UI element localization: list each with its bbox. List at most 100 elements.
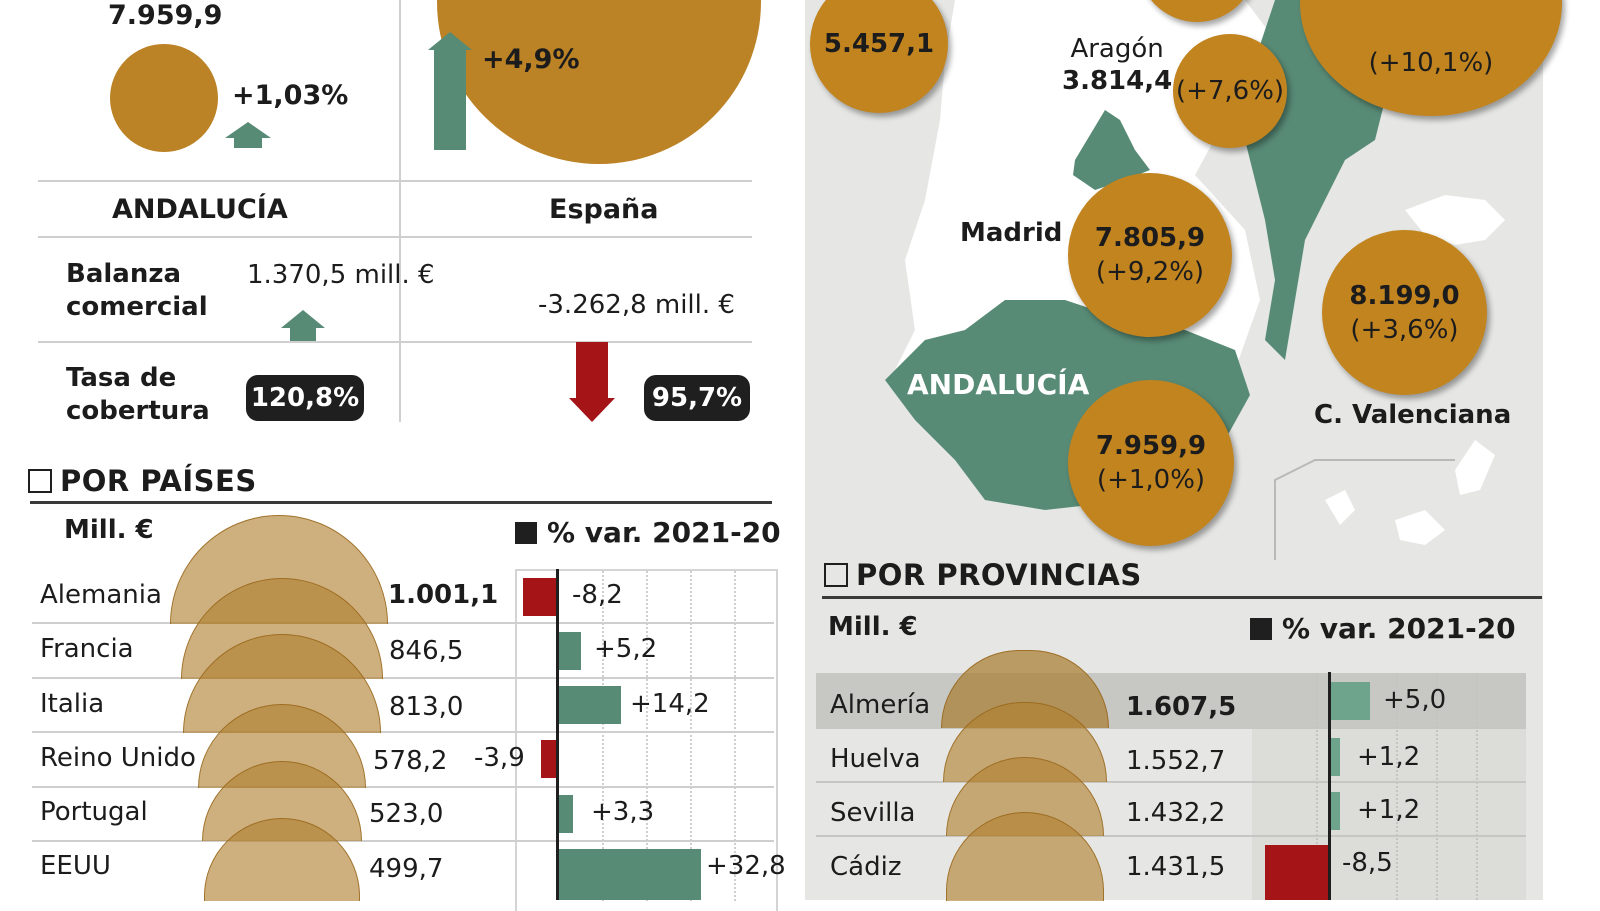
change-bar-negative (1265, 845, 1329, 900)
change-label: +5,2 (594, 634, 658, 664)
table-row-highlight (816, 673, 1526, 727)
province-name: Huelva (830, 744, 921, 774)
change-bar-positive (1331, 682, 1370, 720)
legend-square-icon (515, 521, 537, 544)
espana-change: +4,9% (482, 44, 580, 75)
gridline (602, 571, 604, 901)
country-value: 523,0 (369, 799, 444, 829)
region-bubble: (+7,6%) (1173, 34, 1287, 148)
region-change: (+10,1%) (1368, 48, 1494, 78)
paises-legend: % var. 2021-20 (515, 516, 781, 549)
provincias-unit: Mill. € (828, 612, 918, 642)
change-label: +5,0 (1383, 685, 1447, 715)
change-bar-positive (559, 632, 581, 670)
column-divider (399, 0, 401, 422)
row-divider (32, 840, 774, 842)
province-value: 1.552,7 (1126, 746, 1226, 776)
province-name: Almería (830, 690, 931, 720)
square-icon (824, 563, 848, 587)
country-value: 813,0 (389, 692, 464, 722)
region-change: (+9,2%) (1095, 257, 1205, 287)
gridline (646, 571, 648, 901)
region-change: (+3,6%) (1350, 314, 1459, 345)
section-rule (30, 501, 772, 504)
region-label-andalucia: ANDALUCÍA (907, 368, 1090, 401)
gridline (1476, 675, 1478, 900)
balanza-andalucia: 1.370,5 mill. € (247, 260, 435, 290)
up-arrow-icon (428, 32, 472, 150)
region-value: 5.457,1 (823, 29, 935, 59)
region-bubble: 5.457,1 (810, 0, 948, 113)
tasa-andalucia-badge: 120,8% (246, 375, 364, 421)
andalucia-exports-value: 7.959,9 (108, 0, 223, 31)
col-header-espana: España (549, 194, 659, 225)
section-rule (822, 596, 1542, 599)
gridline (734, 571, 736, 901)
region-value: 8.199,0 (1349, 280, 1460, 311)
provincias-title: POR PROVINCIAS (824, 558, 1142, 592)
up-arrow-icon (225, 122, 271, 148)
country-name: Francia (40, 634, 134, 664)
change-label: +3,3 (591, 797, 655, 827)
paises-unit: Mill. € (64, 515, 154, 545)
balanza-espana: -3.262,8 mill. € (538, 290, 735, 320)
tasa-label: Tasa de cobertura (66, 363, 210, 426)
paises-chart-frame (515, 569, 778, 911)
divider (38, 236, 752, 238)
row-divider (816, 835, 1526, 837)
region-change: (+1,0%) (1096, 465, 1206, 495)
gridline (1316, 675, 1318, 900)
change-label: +1,2 (1357, 795, 1421, 825)
country-name: Italia (40, 689, 105, 719)
province-name: Sevilla (830, 798, 916, 828)
change-label: +32,8 (706, 851, 786, 881)
country-name: EEUU (40, 851, 111, 881)
country-name: Alemania (40, 580, 162, 610)
change-bar-positive (559, 795, 573, 833)
region-label-aragon: Aragón 3.814,4 (1062, 34, 1173, 96)
gridline (1396, 675, 1398, 900)
region-bubble: 8.199,0 (+3,6%) (1322, 230, 1487, 395)
region-bubble: 7.805,9 (+9,2%) (1068, 173, 1232, 337)
change-label: -3,9 (474, 743, 525, 773)
divider (38, 341, 752, 343)
country-value: 1.001,1 (388, 580, 499, 610)
country-value: 499,7 (369, 854, 444, 884)
andalucia-change: +1,03% (232, 80, 349, 111)
legend-square-icon (1250, 617, 1272, 640)
row-divider (32, 731, 774, 733)
change-bar-positive (559, 849, 701, 900)
region-change: (+7,6%) (1175, 76, 1285, 106)
region-value: 7.805,9 (1094, 223, 1206, 253)
country-value: 578,2 (373, 746, 448, 776)
square-icon (28, 469, 52, 493)
change-bar-negative (523, 578, 558, 616)
country-name: Reino Unido (40, 743, 196, 773)
change-bar-negative (541, 740, 558, 778)
espana-bubble (437, 0, 761, 164)
region-bubble: 7.959,9 (+1,0%) (1068, 380, 1234, 546)
change-bar-positive (1331, 792, 1340, 830)
change-label: +14,2 (630, 689, 710, 719)
region-label-valencia: C. Valenciana (1314, 400, 1512, 430)
divider (38, 180, 752, 182)
change-label: -8,5 (1342, 848, 1393, 878)
paises-title: POR PAÍSES (28, 464, 257, 498)
province-name: Cádiz (830, 852, 902, 882)
gridline (1436, 675, 1438, 900)
row-divider (32, 786, 774, 788)
change-label: -8,2 (572, 580, 623, 610)
change-bar-positive (1331, 738, 1340, 776)
balanza-label: Balanza comercial (66, 259, 208, 322)
province-value: 1.607,5 (1126, 692, 1237, 722)
zero-axis (1328, 672, 1331, 900)
region-value: 7.959,9 (1095, 431, 1207, 461)
zero-axis (556, 569, 559, 900)
up-arrow-icon (281, 310, 325, 342)
region-label-madrid: Madrid (960, 218, 1063, 248)
row-divider (816, 781, 1526, 783)
tasa-espana-badge: 95,7% (644, 375, 750, 421)
row-divider (816, 727, 1526, 729)
change-label: +1,2 (1357, 742, 1421, 772)
row-divider (32, 622, 774, 624)
